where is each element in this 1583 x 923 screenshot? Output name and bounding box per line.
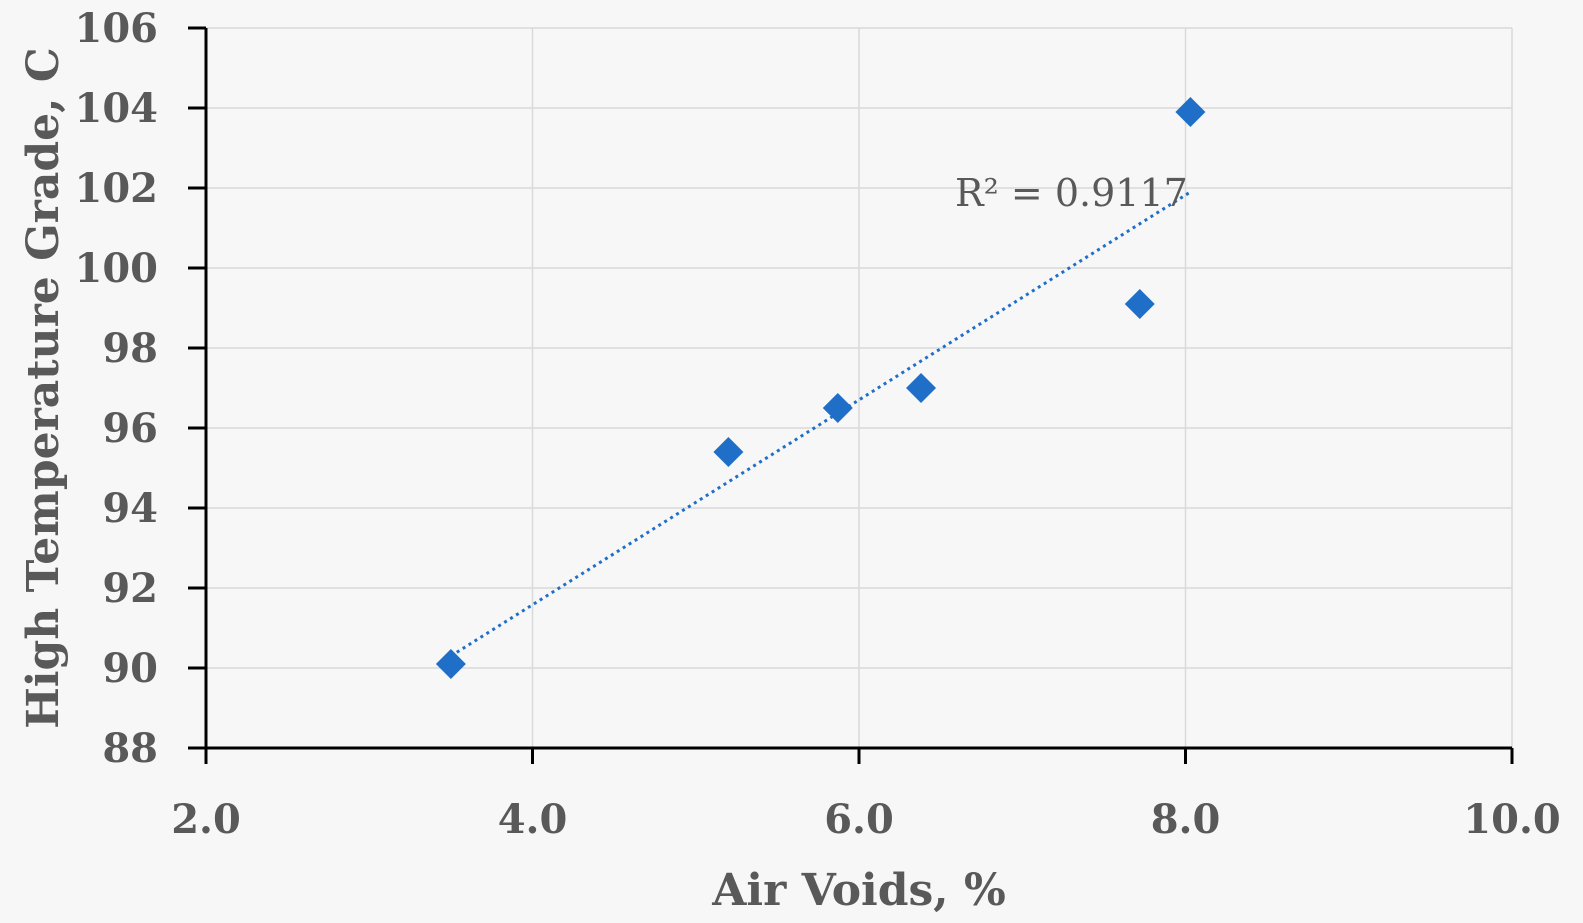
x-tick-label: 2.0 — [171, 796, 241, 843]
grid-lines — [206, 27, 1513, 748]
data-point — [1124, 289, 1155, 319]
data-point — [713, 437, 744, 467]
data-point — [906, 373, 937, 403]
y-tick-label: 104 — [75, 85, 159, 132]
y-tick-label: 106 — [75, 5, 159, 52]
y-tick-label: 94 — [102, 485, 158, 532]
x-tick-label: 4.0 — [498, 796, 568, 843]
data-point — [1175, 97, 1206, 127]
x-tick-label: 6.0 — [824, 796, 894, 843]
y-tick-label: 96 — [102, 405, 158, 452]
y-tick-label: 88 — [102, 725, 158, 772]
trendline — [450, 190, 1192, 658]
y-axis-title: High Temperature Grade, C — [18, 47, 69, 729]
data-points — [435, 97, 1206, 679]
y-tick-label: 98 — [102, 325, 158, 372]
tick-labels: 88 90 92 94 96 98 100 102 104 106 2.0 4.0 6.0 8.0 10.0 — [75, 5, 1561, 843]
y-tick-label: 92 — [102, 565, 158, 612]
y-tick-label: 90 — [102, 645, 158, 692]
r-squared-label: R² = 0.9117 — [955, 171, 1188, 215]
x-tick-label: 10.0 — [1463, 796, 1560, 843]
data-point — [822, 393, 853, 423]
x-axis-title: Air Voids, % — [711, 865, 1006, 916]
x-tick-label: 8.0 — [1151, 796, 1221, 843]
y-tick-label: 100 — [75, 245, 159, 292]
y-tick-label: 102 — [75, 165, 159, 212]
trendline-path — [450, 190, 1192, 658]
axes — [188, 26, 1514, 764]
data-point — [435, 649, 466, 679]
